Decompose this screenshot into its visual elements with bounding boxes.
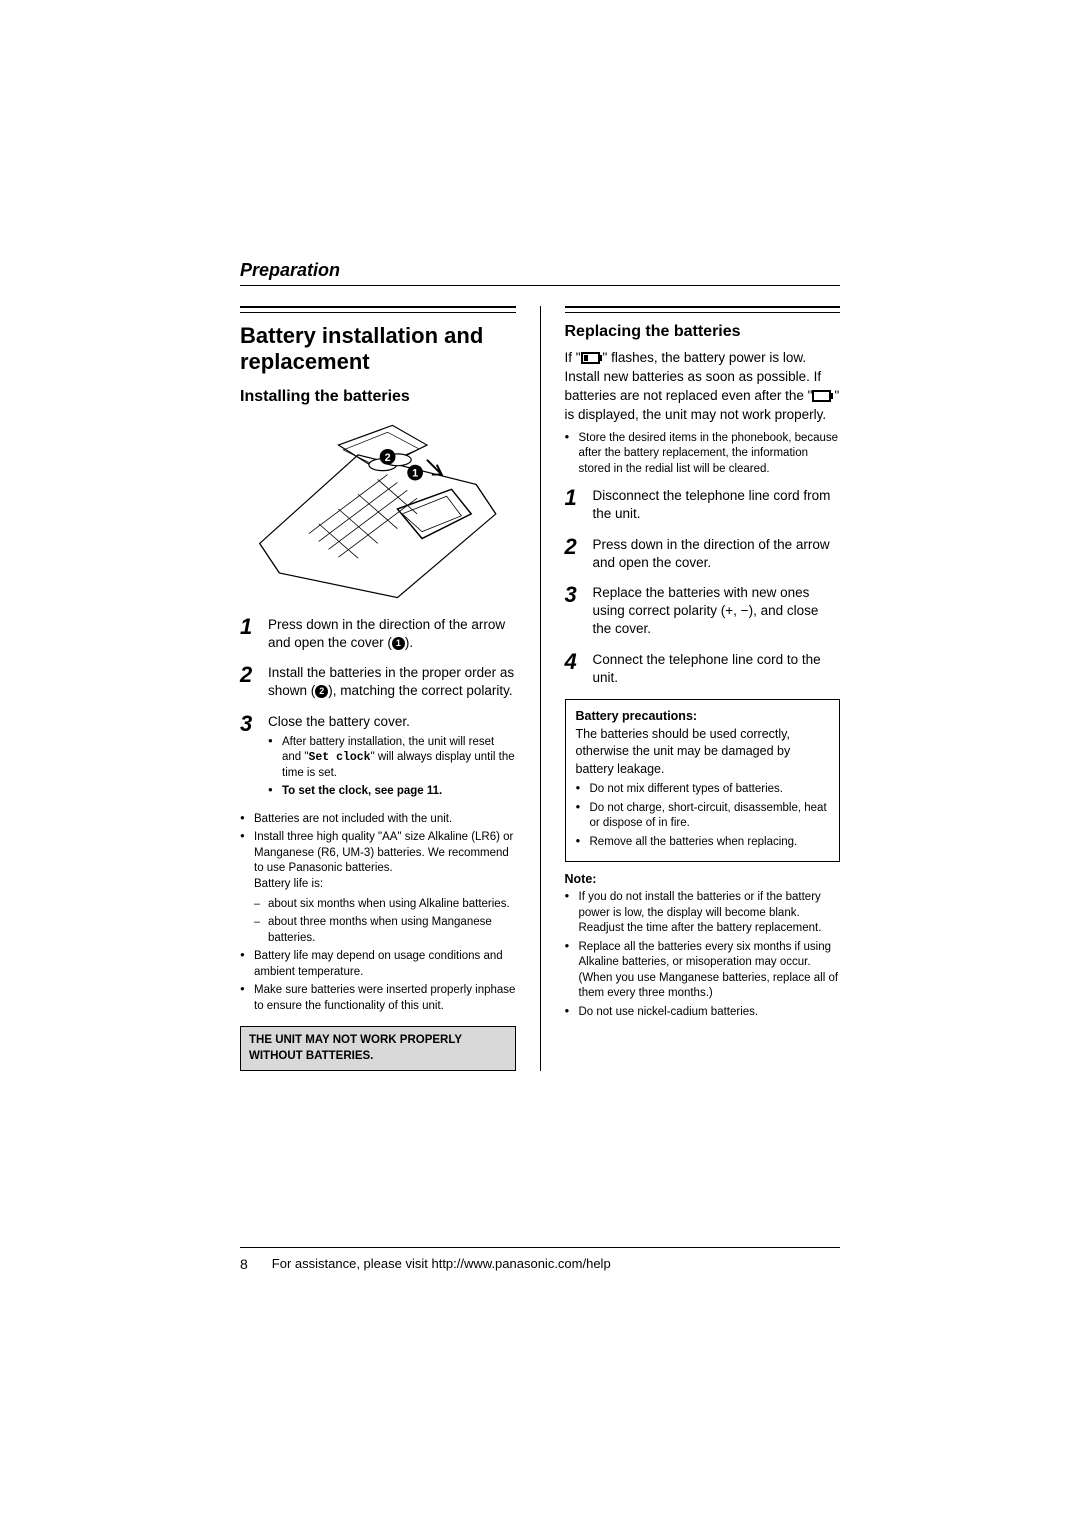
replace-intro-bullets: Store the desired items in the phonebook… xyxy=(565,431,841,478)
install-step-3: Close the battery cover. After battery i… xyxy=(240,713,516,800)
step3-sublist: After battery installation, the unit wil… xyxy=(268,735,516,800)
life-d1: about six months when using Alkaline bat… xyxy=(254,897,516,913)
svg-text:1: 1 xyxy=(412,467,418,479)
note-1: If you do not install the batteries or i… xyxy=(565,890,841,937)
replace-steps: Disconnect the telephone line cord from … xyxy=(565,487,841,687)
battery-low-icon xyxy=(581,352,603,364)
column-divider xyxy=(540,306,541,1071)
step3-sub-1: After battery installation, the unit wil… xyxy=(268,735,516,782)
note-2: Replace all the batteries every six mont… xyxy=(565,940,841,1002)
battery-empty-icon xyxy=(812,390,834,402)
rule-thin-r xyxy=(565,312,841,313)
precaution-intro: The batteries should be used correctly, … xyxy=(576,726,830,779)
step1-text-a: Press down in the direction of the arrow… xyxy=(268,617,505,650)
install-step-1: Press down in the direction of the arrow… xyxy=(240,616,516,652)
rule-thick xyxy=(240,306,516,308)
note-b2: Install three high quality "AA" size Alk… xyxy=(240,830,516,946)
left-column: Battery installation and replacement Ins… xyxy=(240,306,516,1071)
replace-step-3: Replace the batteries with new ones usin… xyxy=(565,584,841,639)
precaution-list: Do not mix different types of batteries.… xyxy=(576,782,830,850)
page-header: Preparation xyxy=(240,260,840,286)
step1-text-b: ). xyxy=(405,635,413,650)
section-title: Preparation xyxy=(240,260,840,281)
right-column: Replacing the batteries If "" flashes, t… xyxy=(565,306,841,1071)
replace-step-2: Press down in the direction of the arrow… xyxy=(565,536,841,572)
step3-sub-2: To set the clock, see page 11. xyxy=(268,784,516,800)
rule-thin xyxy=(240,312,516,313)
note-b4: Make sure batteries were inserted proper… xyxy=(240,983,516,1014)
footer-text: For assistance, please visit http://www.… xyxy=(272,1256,611,1272)
battery-diagram: 1 2 xyxy=(240,414,516,604)
prec-b3: Remove all the batteries when replacing. xyxy=(576,835,830,851)
install-steps: Press down in the direction of the arrow… xyxy=(240,616,516,800)
life-d2: about three months when using Manganese … xyxy=(254,915,516,946)
page-number: 8 xyxy=(240,1256,248,1272)
main-title: Battery installation and replacement xyxy=(240,323,516,376)
precaution-box: Battery precautions: The batteries shoul… xyxy=(565,699,841,862)
replace-intro: If "" flashes, the battery power is low.… xyxy=(565,349,841,425)
note-b3: Battery life may depend on usage conditi… xyxy=(240,949,516,980)
step3-text: Close the battery cover. xyxy=(268,714,410,729)
note-list: If you do not install the batteries or i… xyxy=(565,890,841,1020)
install-step-2: Install the batteries in the proper orde… xyxy=(240,664,516,700)
sub-title-right: Replacing the batteries xyxy=(565,323,841,341)
page-footer: 8 For assistance, please visit http://ww… xyxy=(240,1247,840,1272)
note-heading: Note: xyxy=(565,872,841,886)
replace-step-1: Disconnect the telephone line cord from … xyxy=(565,487,841,523)
install-notes: Batteries are not included with the unit… xyxy=(240,812,516,1014)
sub-title-left: Installing the batteries xyxy=(240,388,516,406)
battery-life-list: about six months when using Alkaline bat… xyxy=(254,897,516,947)
marker-1-icon: 1 xyxy=(392,637,405,650)
precaution-title: Battery precautions: xyxy=(576,708,830,726)
rule-thick-r xyxy=(565,306,841,308)
svg-text:2: 2 xyxy=(385,452,391,464)
prec-b2: Do not charge, short-circuit, disassembl… xyxy=(576,801,830,832)
step2-text-b: ), matching the correct polarity. xyxy=(328,683,512,698)
manual-page: Preparation Battery installation and rep… xyxy=(0,0,1080,1527)
phone-base-illustration: 1 2 xyxy=(240,414,516,604)
marker-2-icon: 2 xyxy=(315,685,328,698)
warning-box: THE UNIT MAY NOT WORK PROPERLY WITHOUT B… xyxy=(240,1026,516,1071)
replace-step-4: Connect the telephone line cord to the u… xyxy=(565,651,841,687)
content-columns: Battery installation and replacement Ins… xyxy=(240,306,840,1071)
prec-b1: Do not mix different types of batteries. xyxy=(576,782,830,798)
intro-bullet: Store the desired items in the phonebook… xyxy=(565,431,841,478)
note-b1: Batteries are not included with the unit… xyxy=(240,812,516,828)
set-clock-code: Set clock xyxy=(308,751,370,764)
note-3: Do not use nickel-cadium batteries. xyxy=(565,1005,841,1021)
header-rule xyxy=(240,285,840,286)
